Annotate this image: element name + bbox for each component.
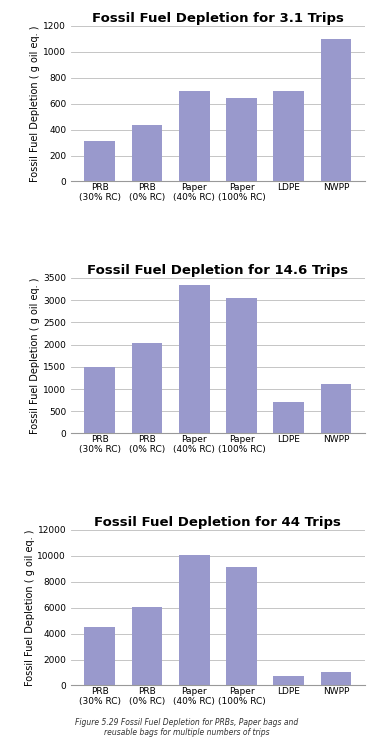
Bar — [132, 125, 162, 182]
Y-axis label: Fossil Fuel Depletion ( g oil eq. ): Fossil Fuel Depletion ( g oil eq. ) — [30, 25, 40, 182]
Bar — [85, 367, 115, 433]
Bar — [226, 567, 257, 685]
Bar — [273, 677, 304, 685]
Title: Fossil Fuel Depletion for 14.6 Trips: Fossil Fuel Depletion for 14.6 Trips — [87, 264, 349, 276]
Bar — [85, 142, 115, 182]
Bar — [179, 554, 209, 685]
Title: Fossil Fuel Depletion for 3.1 Trips: Fossil Fuel Depletion for 3.1 Trips — [92, 12, 344, 24]
Bar — [132, 607, 162, 685]
Y-axis label: Fossil Fuel Depletion ( g oil eq. ): Fossil Fuel Depletion ( g oil eq. ) — [30, 277, 40, 434]
Bar — [85, 627, 115, 685]
Bar — [226, 98, 257, 182]
Bar — [226, 298, 257, 433]
Y-axis label: Fossil Fuel Depletion ( g oil eq. ): Fossil Fuel Depletion ( g oil eq. ) — [25, 529, 35, 686]
Text: Figure 5.29 Fossil Fuel Depletion for PRBs, Paper bags and
reusable bags for mul: Figure 5.29 Fossil Fuel Depletion for PR… — [76, 718, 298, 737]
Bar — [321, 39, 351, 182]
Bar — [179, 90, 209, 182]
Title: Fossil Fuel Depletion for 44 Trips: Fossil Fuel Depletion for 44 Trips — [94, 516, 341, 529]
Bar — [273, 90, 304, 182]
Bar — [321, 672, 351, 685]
Bar — [273, 402, 304, 433]
Bar — [132, 343, 162, 433]
Bar — [179, 285, 209, 433]
Bar — [321, 384, 351, 433]
